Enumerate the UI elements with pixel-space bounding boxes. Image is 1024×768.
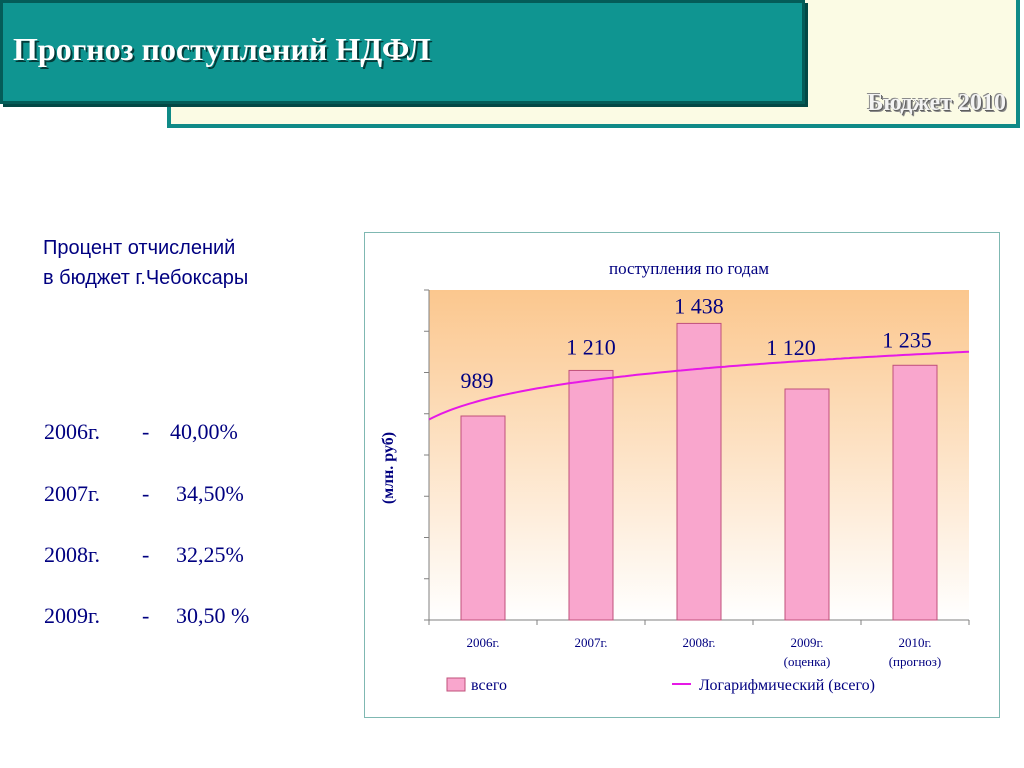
bar-5 [892,364,938,621]
data-label-2: 1 210 [566,334,616,359]
deductions-heading-line2: в бюджет г.Чебоксары [43,267,249,289]
deduction-value: 30,50 % [176,603,250,628]
trendline [428,350,970,421]
bar-4 [784,388,830,621]
x-tick-label-2: 2007г. [574,635,607,650]
budget-stamp: Бюджет 2010 [867,90,1006,116]
x-tick-label-5: 2010г. [898,635,931,650]
legend-label-trendline: Логарифмический (всего) [699,677,875,694]
chart-frame: поступления по годам 989 1 210 1 438 1 120 1… [364,232,1000,718]
revenue-chart: поступления по годам 989 1 210 1 438 1 120 1… [380,259,970,694]
page-title: Прогноз поступлений НДФЛ [13,31,431,67]
x-tick-label-1: 2006г. [466,635,499,650]
bar-3 [676,322,722,621]
deduction-dash: - [142,603,150,628]
legend-label-bars: всего [471,677,507,694]
deductions-heading: Процент отчислений в бюджет г.Чебоксары [43,233,248,293]
legend-swatch-bars [446,677,466,692]
bar-1 [460,415,506,621]
chart-title: поступления по годам [609,259,769,278]
deduction-dash: - [142,481,150,506]
x-tick-sublabel-5: (прогноз) [889,654,942,669]
x-tick-label-3: 2008г. [682,635,715,650]
deduction-year: 2009г. [44,603,101,628]
data-label-4: 1 120 [766,335,816,360]
legend: всего Логарифмический (всего) [446,677,875,694]
deduction-value: 34,50% [176,481,244,506]
deduction-year: 2008г. [44,542,101,567]
deduction-value: 32,25% [176,542,244,567]
deduction-year: 2007г. [44,481,101,506]
deduction-dash: - [142,542,150,567]
x-tick-sublabel-4: (оценка) [784,654,831,669]
bar-2 [568,369,614,621]
deduction-dash: - [142,419,150,444]
data-label-3: 1 438 [674,293,724,318]
deductions-heading-line1: Процент отчислений [43,237,236,259]
data-label-1: 989 [461,368,494,393]
deduction-value: 40,00% [170,419,238,444]
deduction-year: 2006г. [44,419,101,444]
data-label-5: 1 235 [882,327,932,352]
y-axis-label: (млн. руб) [380,432,397,504]
x-tick-label-4: 2009г. [790,635,823,650]
header-title-box: Прогноз поступлений НДФЛ [0,0,805,104]
